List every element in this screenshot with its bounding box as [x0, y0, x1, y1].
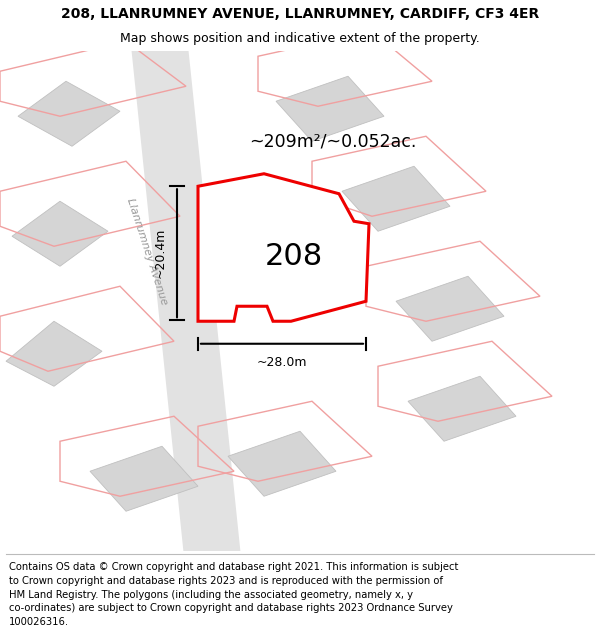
Polygon shape: [228, 431, 336, 496]
Text: 208: 208: [265, 242, 323, 271]
Text: co-ordinates) are subject to Crown copyright and database rights 2023 Ordnance S: co-ordinates) are subject to Crown copyr…: [9, 603, 453, 613]
Polygon shape: [396, 276, 504, 341]
Text: ~20.4m: ~20.4m: [154, 228, 167, 279]
Polygon shape: [90, 446, 198, 511]
Polygon shape: [12, 201, 108, 266]
Polygon shape: [276, 76, 384, 141]
Text: HM Land Registry. The polygons (including the associated geometry, namely x, y: HM Land Registry. The polygons (includin…: [9, 589, 413, 599]
Polygon shape: [342, 166, 450, 231]
Polygon shape: [18, 81, 120, 146]
Text: ~209m²/~0.052ac.: ~209m²/~0.052ac.: [249, 132, 416, 150]
Text: ~28.0m: ~28.0m: [257, 356, 307, 369]
Polygon shape: [408, 376, 516, 441]
Text: 208, LLANRUMNEY AVENUE, LLANRUMNEY, CARDIFF, CF3 4ER: 208, LLANRUMNEY AVENUE, LLANRUMNEY, CARD…: [61, 8, 539, 21]
Text: Llanrumney Avenue: Llanrumney Avenue: [125, 197, 169, 306]
Polygon shape: [129, 26, 243, 576]
Polygon shape: [198, 174, 369, 321]
Text: Contains OS data © Crown copyright and database right 2021. This information is : Contains OS data © Crown copyright and d…: [9, 562, 458, 572]
Text: 100026316.: 100026316.: [9, 617, 69, 625]
Text: to Crown copyright and database rights 2023 and is reproduced with the permissio: to Crown copyright and database rights 2…: [9, 576, 443, 586]
Polygon shape: [6, 321, 102, 386]
Text: Map shows position and indicative extent of the property.: Map shows position and indicative extent…: [120, 32, 480, 45]
